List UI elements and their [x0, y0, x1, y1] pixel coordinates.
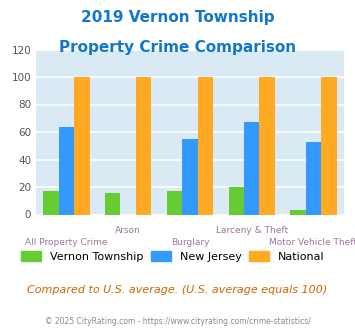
- Bar: [136, 77, 151, 214]
- Bar: [229, 187, 244, 214]
- Text: Property Crime Comparison: Property Crime Comparison: [59, 40, 296, 54]
- Bar: [260, 77, 275, 214]
- Bar: [105, 192, 120, 214]
- Text: Arson: Arson: [115, 226, 141, 235]
- Text: © 2025 CityRating.com - https://www.cityrating.com/crime-statistics/: © 2025 CityRating.com - https://www.city…: [45, 317, 310, 326]
- Bar: [306, 142, 321, 214]
- Bar: [321, 77, 337, 214]
- Legend: Vernon Township, New Jersey, National: Vernon Township, New Jersey, National: [16, 247, 329, 267]
- Bar: [290, 211, 306, 214]
- Text: Motor Vehicle Theft: Motor Vehicle Theft: [269, 238, 355, 247]
- Bar: [244, 122, 260, 214]
- Bar: [198, 77, 213, 214]
- Bar: [74, 77, 89, 214]
- Bar: [167, 191, 182, 214]
- Text: 2019 Vernon Township: 2019 Vernon Township: [81, 10, 274, 25]
- Text: All Property Crime: All Property Crime: [25, 238, 108, 247]
- Text: Burglary: Burglary: [171, 238, 209, 247]
- Bar: [182, 139, 198, 214]
- Text: Compared to U.S. average. (U.S. average equals 100): Compared to U.S. average. (U.S. average …: [27, 285, 328, 295]
- Text: Larceny & Theft: Larceny & Theft: [215, 226, 288, 235]
- Bar: [59, 126, 74, 214]
- Bar: [43, 191, 59, 214]
